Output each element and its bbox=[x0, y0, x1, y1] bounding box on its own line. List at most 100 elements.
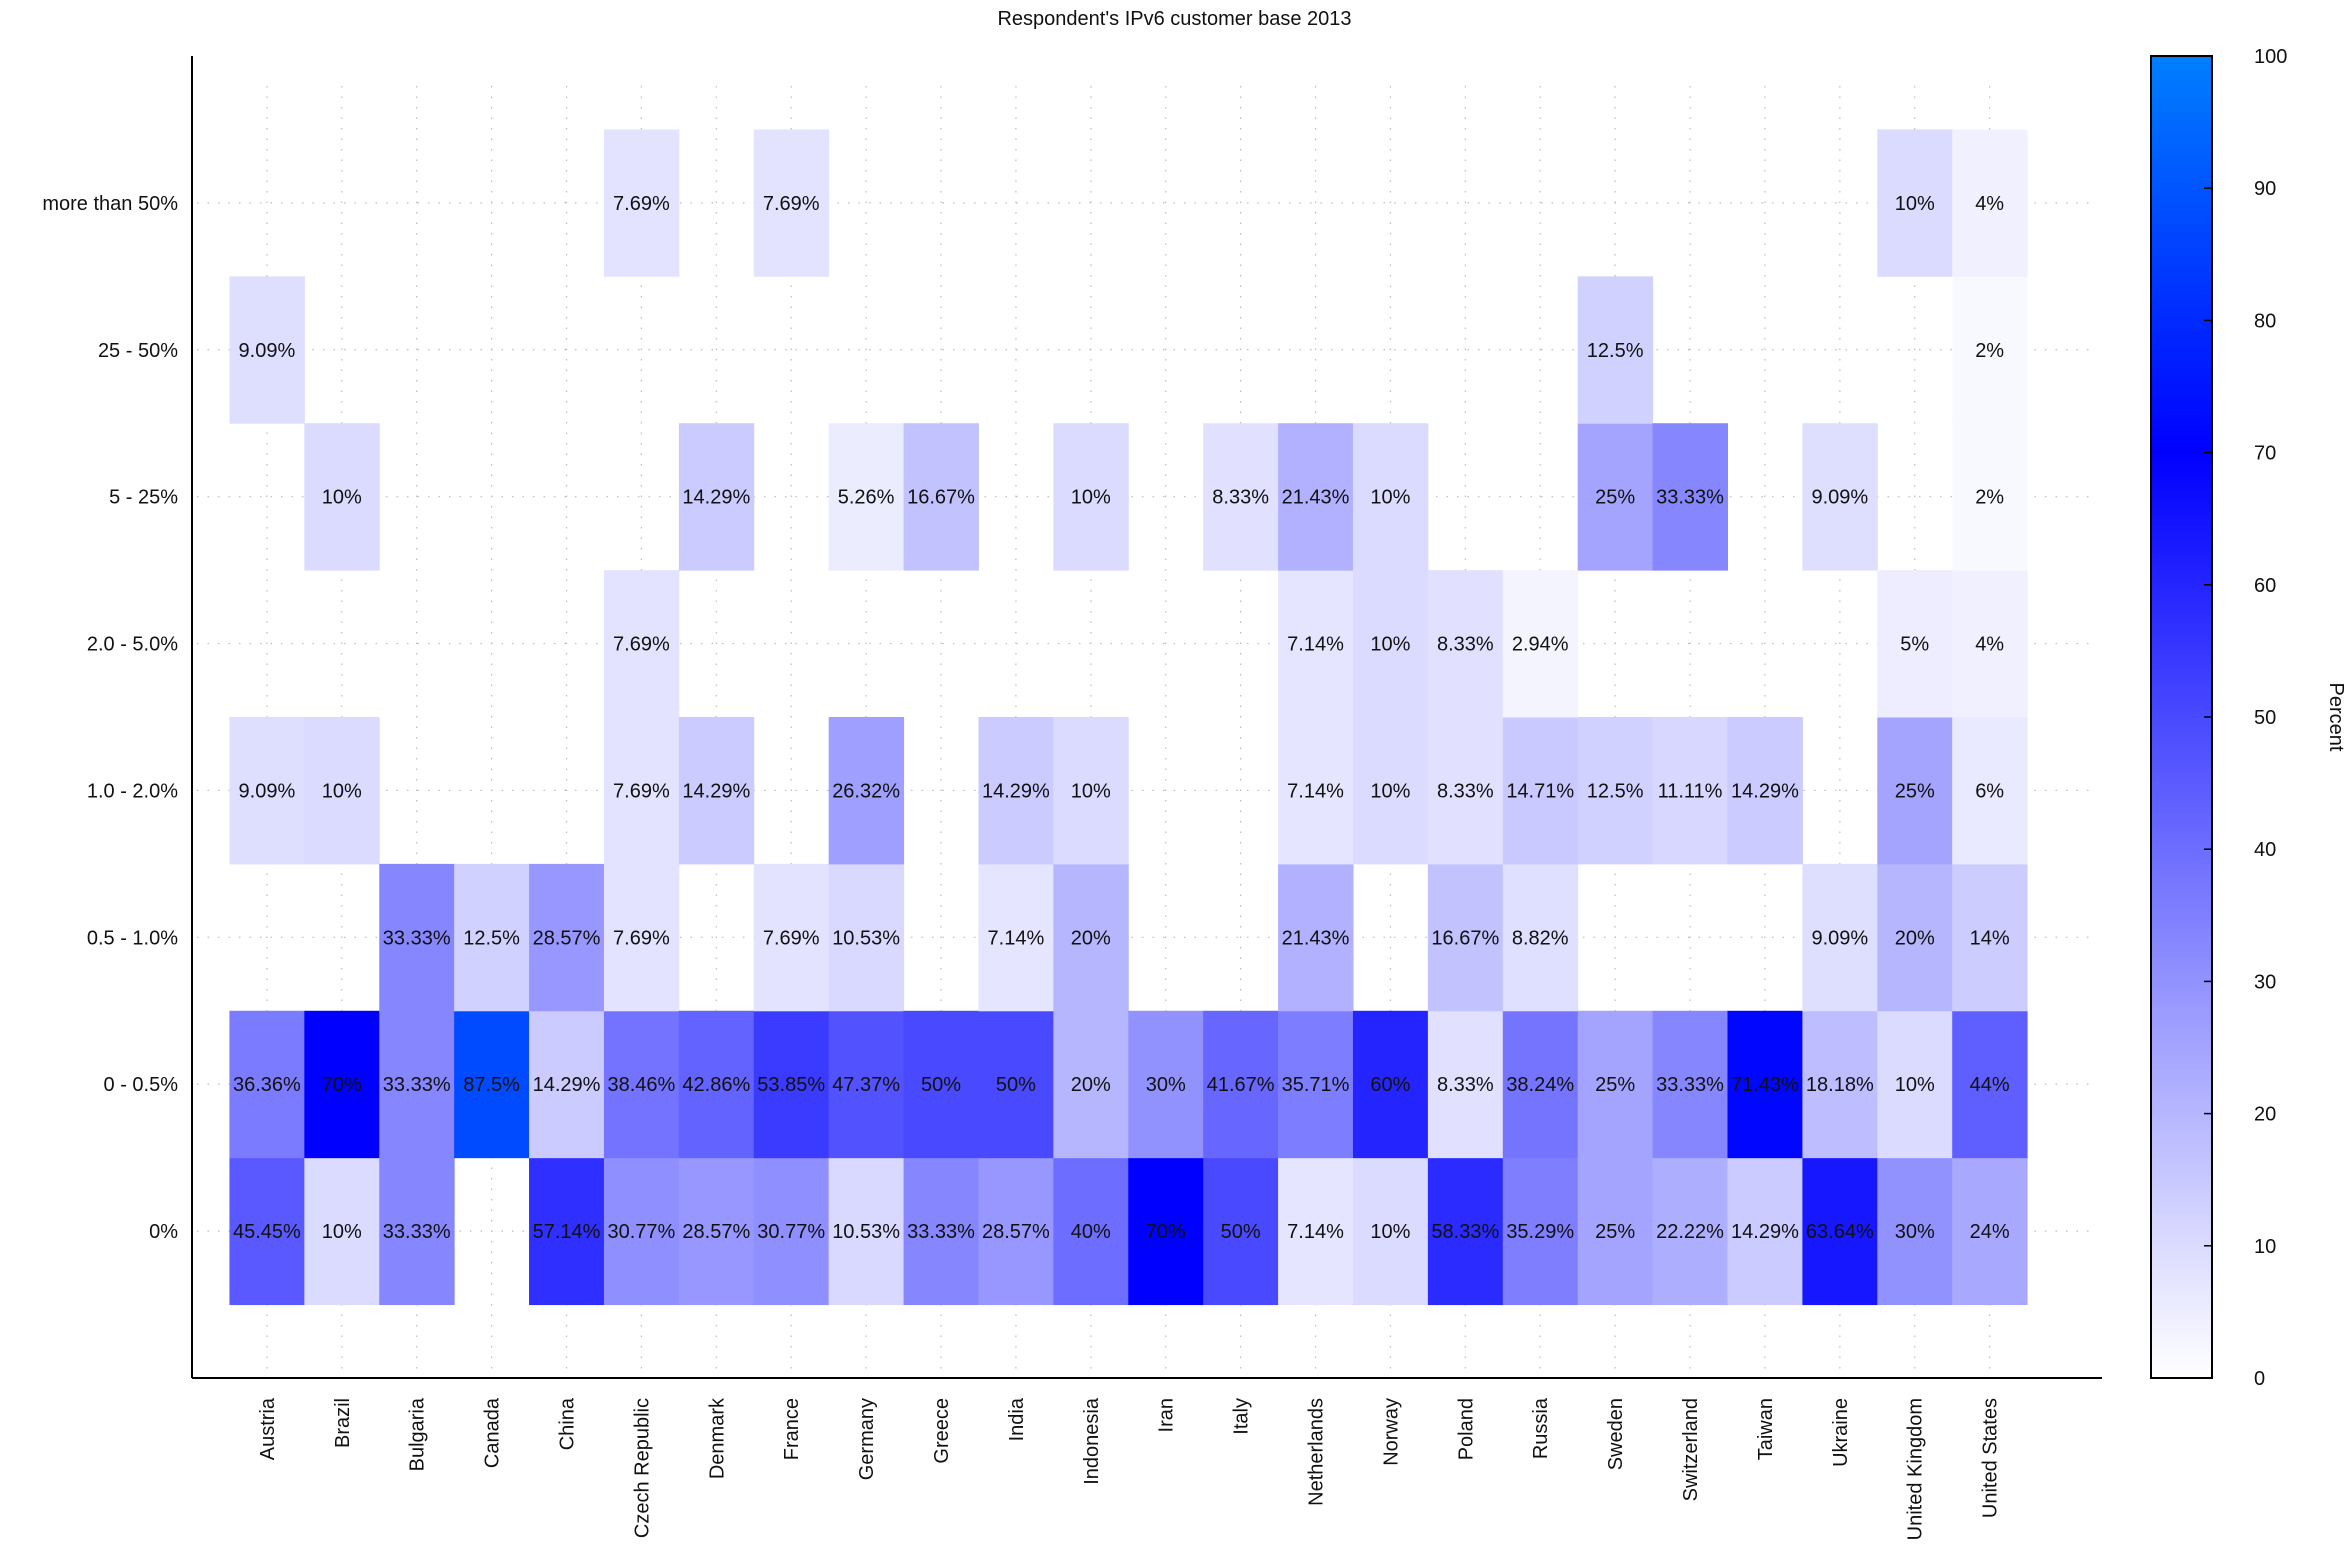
x-tick-label-austria: Austria bbox=[257, 1397, 279, 1460]
heatmap-cell bbox=[678, 1010, 755, 1159]
heatmap-cell bbox=[1952, 863, 2028, 1012]
heatmap-cell bbox=[1802, 1010, 1878, 1159]
cell-value-label: 10% bbox=[322, 487, 362, 509]
heatmap-cell bbox=[678, 717, 755, 865]
cell-value-label: 22.22% bbox=[1656, 1221, 1724, 1243]
cell-value-label: 25% bbox=[1895, 780, 1935, 802]
cell-value-label: 57.14% bbox=[533, 1221, 601, 1243]
heatmap-cell bbox=[1877, 1010, 1953, 1159]
cell-value-label: 5% bbox=[1900, 634, 1929, 656]
cell-value-label: 10% bbox=[1370, 634, 1410, 656]
x-tick-label-canada: Canada bbox=[482, 1397, 504, 1468]
cell-value-label: 5.26% bbox=[838, 487, 895, 509]
cell-value-label: 10% bbox=[1370, 780, 1410, 802]
cell-value-label: 33.33% bbox=[1656, 1074, 1724, 1096]
cell-value-label: 10.53% bbox=[832, 927, 900, 949]
cell-value-label: 8.33% bbox=[1437, 1074, 1494, 1096]
colorbar-tick-label: 30 bbox=[2254, 971, 2276, 993]
y-tick-label-0: 0% bbox=[149, 1221, 178, 1243]
cell-value-label: 87.5% bbox=[463, 1074, 520, 1096]
x-tick-label-taiwan: Taiwan bbox=[1755, 1398, 1777, 1460]
x-tick-label-norway: Norway bbox=[1380, 1398, 1402, 1466]
cell-value-label: 7.69% bbox=[613, 780, 670, 802]
colorbar-tick-label: 0 bbox=[2254, 1368, 2265, 1390]
x-tick-label-sweden: Sweden bbox=[1605, 1398, 1627, 1470]
heatmap-cell bbox=[1577, 717, 1654, 865]
heatmap-cell bbox=[1577, 276, 1654, 424]
heatmap-cell bbox=[1952, 1010, 2028, 1159]
heatmap-cell bbox=[1577, 1010, 1654, 1159]
heatmap-cell bbox=[454, 863, 530, 1012]
cell-value-label: 7.14% bbox=[1287, 1221, 1344, 1243]
heatmap-cell bbox=[1203, 423, 1279, 571]
y-tick-label-more-than-50: more than 50% bbox=[42, 193, 178, 215]
heatmap-cell bbox=[1278, 570, 1354, 718]
heatmap-cell bbox=[1652, 1157, 1728, 1306]
x-tick-label-iran: Iran bbox=[1156, 1398, 1178, 1432]
heatmap-cell bbox=[978, 1010, 1054, 1159]
cell-value-label: 10% bbox=[1370, 1221, 1410, 1243]
cell-value-label: 70% bbox=[322, 1074, 362, 1096]
cell-value-label: 33.33% bbox=[383, 1221, 451, 1243]
heatmap-cell bbox=[678, 423, 755, 571]
cell-value-label: 18.18% bbox=[1806, 1074, 1874, 1096]
heatmap-cell bbox=[1502, 717, 1579, 865]
heatmap-cell bbox=[1352, 1010, 1429, 1159]
heatmap-cell bbox=[304, 423, 380, 571]
heatmap-cell bbox=[1577, 423, 1654, 571]
x-tick-label-poland: Poland bbox=[1455, 1398, 1477, 1460]
x-tick-label-germany: Germany bbox=[856, 1398, 878, 1480]
x-tick-label-greece: Greece bbox=[931, 1398, 953, 1464]
heatmap-cell bbox=[529, 1010, 605, 1159]
heatmap-cell bbox=[304, 1157, 380, 1306]
cell-value-label: 14.29% bbox=[682, 780, 750, 802]
cell-value-label: 9.09% bbox=[239, 340, 296, 362]
cell-value-label: 4% bbox=[1975, 193, 2004, 215]
heatmap-cell bbox=[229, 1010, 305, 1159]
cell-value-label: 44% bbox=[1970, 1074, 2010, 1096]
cell-value-label: 14.71% bbox=[1506, 780, 1574, 802]
x-tick-label-united-kingdom: United Kingdom bbox=[1905, 1398, 1927, 1540]
heatmap-cell bbox=[454, 1010, 530, 1159]
x-tick-label-czech-republic: Czech Republic bbox=[631, 1398, 653, 1538]
heatmap-cell bbox=[603, 1010, 680, 1159]
heatmap-cell bbox=[1053, 1157, 1129, 1306]
heatmap-cell bbox=[603, 570, 680, 718]
cell-value-label: 10% bbox=[1895, 1074, 1935, 1096]
heatmap-cell bbox=[1952, 276, 2028, 424]
cell-value-label: 7.69% bbox=[763, 927, 820, 949]
cell-value-label: 10% bbox=[1071, 487, 1111, 509]
heatmap-cell bbox=[603, 129, 680, 277]
cell-value-label: 12.5% bbox=[1587, 340, 1644, 362]
heatmap-cell bbox=[828, 1010, 905, 1159]
heatmap-cell bbox=[1352, 570, 1429, 718]
x-tick-label-france: France bbox=[781, 1398, 803, 1460]
cell-value-label: 4% bbox=[1975, 634, 2004, 656]
heatmap-cell bbox=[1727, 717, 1803, 865]
colorbar bbox=[2150, 55, 2213, 1379]
cell-value-label: 20% bbox=[1071, 927, 1111, 949]
cell-value-label: 20% bbox=[1071, 1074, 1111, 1096]
cell-value-label: 40% bbox=[1071, 1221, 1111, 1243]
cell-value-label: 38.24% bbox=[1506, 1074, 1574, 1096]
heatmap-cell bbox=[379, 1010, 455, 1159]
heatmap-cell bbox=[1128, 1010, 1204, 1159]
heatmap-cell bbox=[1652, 717, 1728, 865]
cell-value-label: 70% bbox=[1146, 1221, 1186, 1243]
heatmap-cell bbox=[229, 717, 305, 865]
cell-value-label: 14% bbox=[1970, 927, 2010, 949]
cell-value-label: 30% bbox=[1895, 1221, 1935, 1243]
heatmap-cell bbox=[1502, 863, 1579, 1012]
cell-value-label: 8.82% bbox=[1512, 927, 1569, 949]
cell-value-label: 12.5% bbox=[1587, 780, 1644, 802]
cell-value-label: 24% bbox=[1970, 1221, 2010, 1243]
heatmap-cell bbox=[1427, 1010, 1504, 1159]
heatmap-cell bbox=[529, 1157, 605, 1306]
heatmap-cell bbox=[1278, 863, 1354, 1012]
cell-value-label: 28.57% bbox=[682, 1221, 750, 1243]
cell-value-label: 10% bbox=[1370, 487, 1410, 509]
x-tick-label-netherlands: Netherlands bbox=[1306, 1398, 1328, 1506]
cell-value-label: 42.86% bbox=[682, 1074, 750, 1096]
heatmap-cell bbox=[1053, 1010, 1129, 1159]
